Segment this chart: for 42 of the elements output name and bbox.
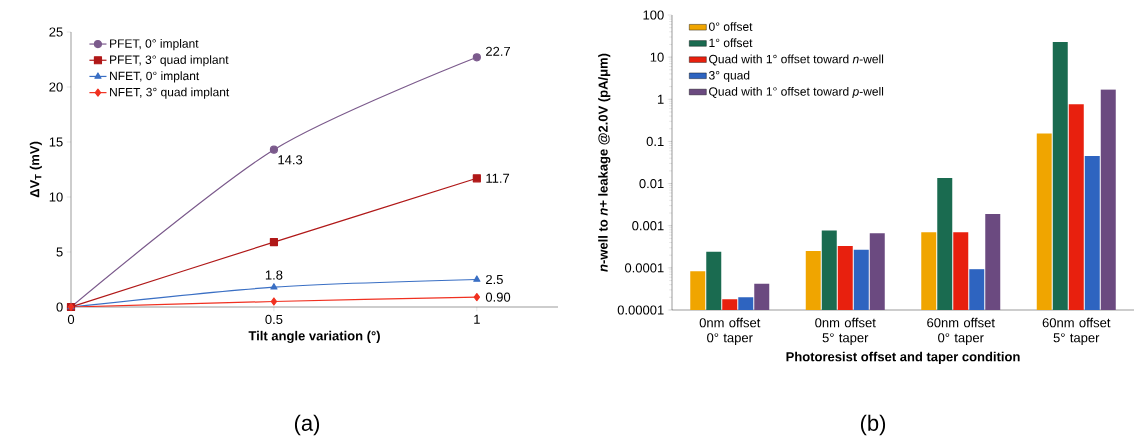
legend-label: NFET, 0° implant [110,71,200,83]
y-tick-label: 25 [49,27,63,37]
data-label: 2.5 [486,274,503,285]
data-label: 1.8 [265,270,283,280]
legend-label: 3° quad [708,70,750,82]
y-tick-label: 10 [49,192,63,202]
x-tick-label: 60nm offset 0° taper [927,317,995,345]
legend-label: PFET, 0° implant [110,38,199,51]
data-label: 0.90 [485,292,511,302]
x-tick-label: 1 [474,314,480,324]
data-label: 22.7 [486,46,511,56]
text: (a) [294,414,320,436]
y-tick-label: 10 [650,52,664,62]
legend-label: Quad with 1° offset toward n-well [709,54,884,66]
x-tick-label: 0.5 [265,314,283,324]
y-tick-label: 0 [56,302,63,312]
legend-label: NFET, 3° quad implant [110,87,230,99]
x-axis-title: Tilt angle variation (°) [248,330,380,344]
y-tick-label: 0.00001 [617,305,664,315]
y-tick-label: 0.1 [646,136,664,147]
y-tick-label: 0.01 [639,178,664,189]
y-tick-label: 0.0001 [624,263,664,273]
data-label: 11.7 [486,173,510,183]
y-tick-label: 5 [56,247,63,257]
x-axis-title: Photoresist offset and taper condition [786,351,1020,364]
y-tick-label: 0.001 [632,221,664,231]
x-tick-label: 0 [67,314,75,324]
x-tick-label: 0nm offset 5° taper [815,317,876,345]
x-tick-label: 60nm offset 5° taper [1042,317,1111,345]
text: (b) [860,414,886,436]
y-tick-label: 100 [643,10,664,20]
y-tick-label: 20 [49,82,63,92]
legend-label: 0° offset [709,22,753,31]
y-tick-label: 15 [49,137,63,147]
legend-label: 1° offset [709,38,753,48]
legend-label: Quad with 1° offset toward p-well [709,86,884,99]
y-tick-label: 1 [657,94,664,104]
x-tick-label: 0nm offset 0° taper [699,317,761,345]
y-axis-title: n-well to n+ leakage @2.0V (pA/μm) [598,53,611,272]
data-label: 14.3 [278,155,303,165]
y-axis-title: ΔV$_{T}$ (mV) [29,141,42,198]
legend-label: PFET, 3° quad implant [110,55,229,67]
